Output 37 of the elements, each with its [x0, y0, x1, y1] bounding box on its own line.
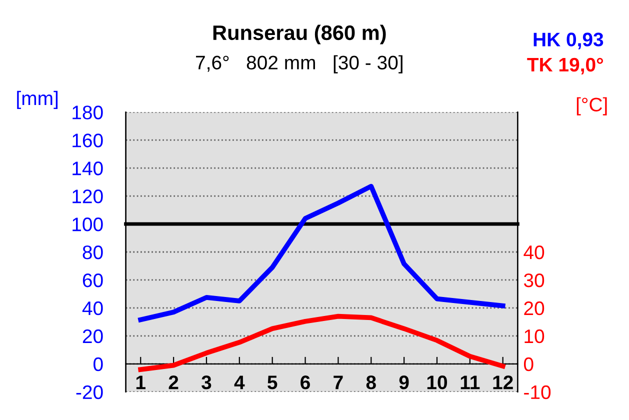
- y-axis-title: [mm]: [17, 90, 58, 110]
- x-tick-label: 2: [168, 376, 178, 390]
- line-series: [138, 314, 506, 372]
- x-tick-label: 7: [334, 376, 343, 390]
- y-tick-label: 80: [82, 245, 103, 260]
- text: HK 0,93: [534, 32, 604, 50]
- x-tick-label: 6: [300, 376, 310, 390]
- x-tick-label: 10: [427, 376, 448, 390]
- text: TK 19,0°: [527, 58, 604, 74]
- x-tick-label: 1: [136, 376, 146, 390]
- y-tick-label: 20: [82, 329, 103, 344]
- y-tick-label: 160: [72, 134, 103, 148]
- y2-tick-label: -10: [524, 385, 551, 400]
- y-tick-label: 0: [94, 357, 103, 372]
- x-tick-label: 5: [268, 376, 278, 390]
- y2-axis-title: [°C]: [576, 97, 607, 116]
- y-tick-label: 180: [72, 106, 103, 120]
- chart-subtitle: 7,6° 802 mm [30 - 30]: [196, 55, 402, 74]
- y2-tick-label: 30: [524, 273, 544, 288]
- x-tick-label: 9: [399, 376, 409, 390]
- chart-title: Runserau (860 m): [213, 24, 386, 44]
- x-tick-label: 11: [460, 376, 480, 390]
- x-tick-label: 12: [493, 376, 513, 390]
- x-tick-label: 4: [234, 376, 245, 390]
- y-tick-label: 100: [72, 217, 103, 232]
- y-tick-label: 120: [72, 190, 103, 204]
- y2-tick-label: 0: [524, 357, 534, 372]
- y-tick-label: 140: [72, 162, 103, 176]
- y-tick-label: 40: [82, 301, 103, 316]
- line-series: [138, 184, 506, 322]
- x-tick-label: 8: [366, 376, 376, 390]
- y2-tick-label: 10: [524, 329, 544, 344]
- y-tick-label: -20: [76, 385, 103, 400]
- y2-tick-label: 40: [524, 245, 544, 260]
- x-tick-label: 3: [202, 376, 212, 390]
- y-tick-label: 60: [82, 273, 103, 288]
- y2-tick-label: 20: [524, 301, 544, 316]
